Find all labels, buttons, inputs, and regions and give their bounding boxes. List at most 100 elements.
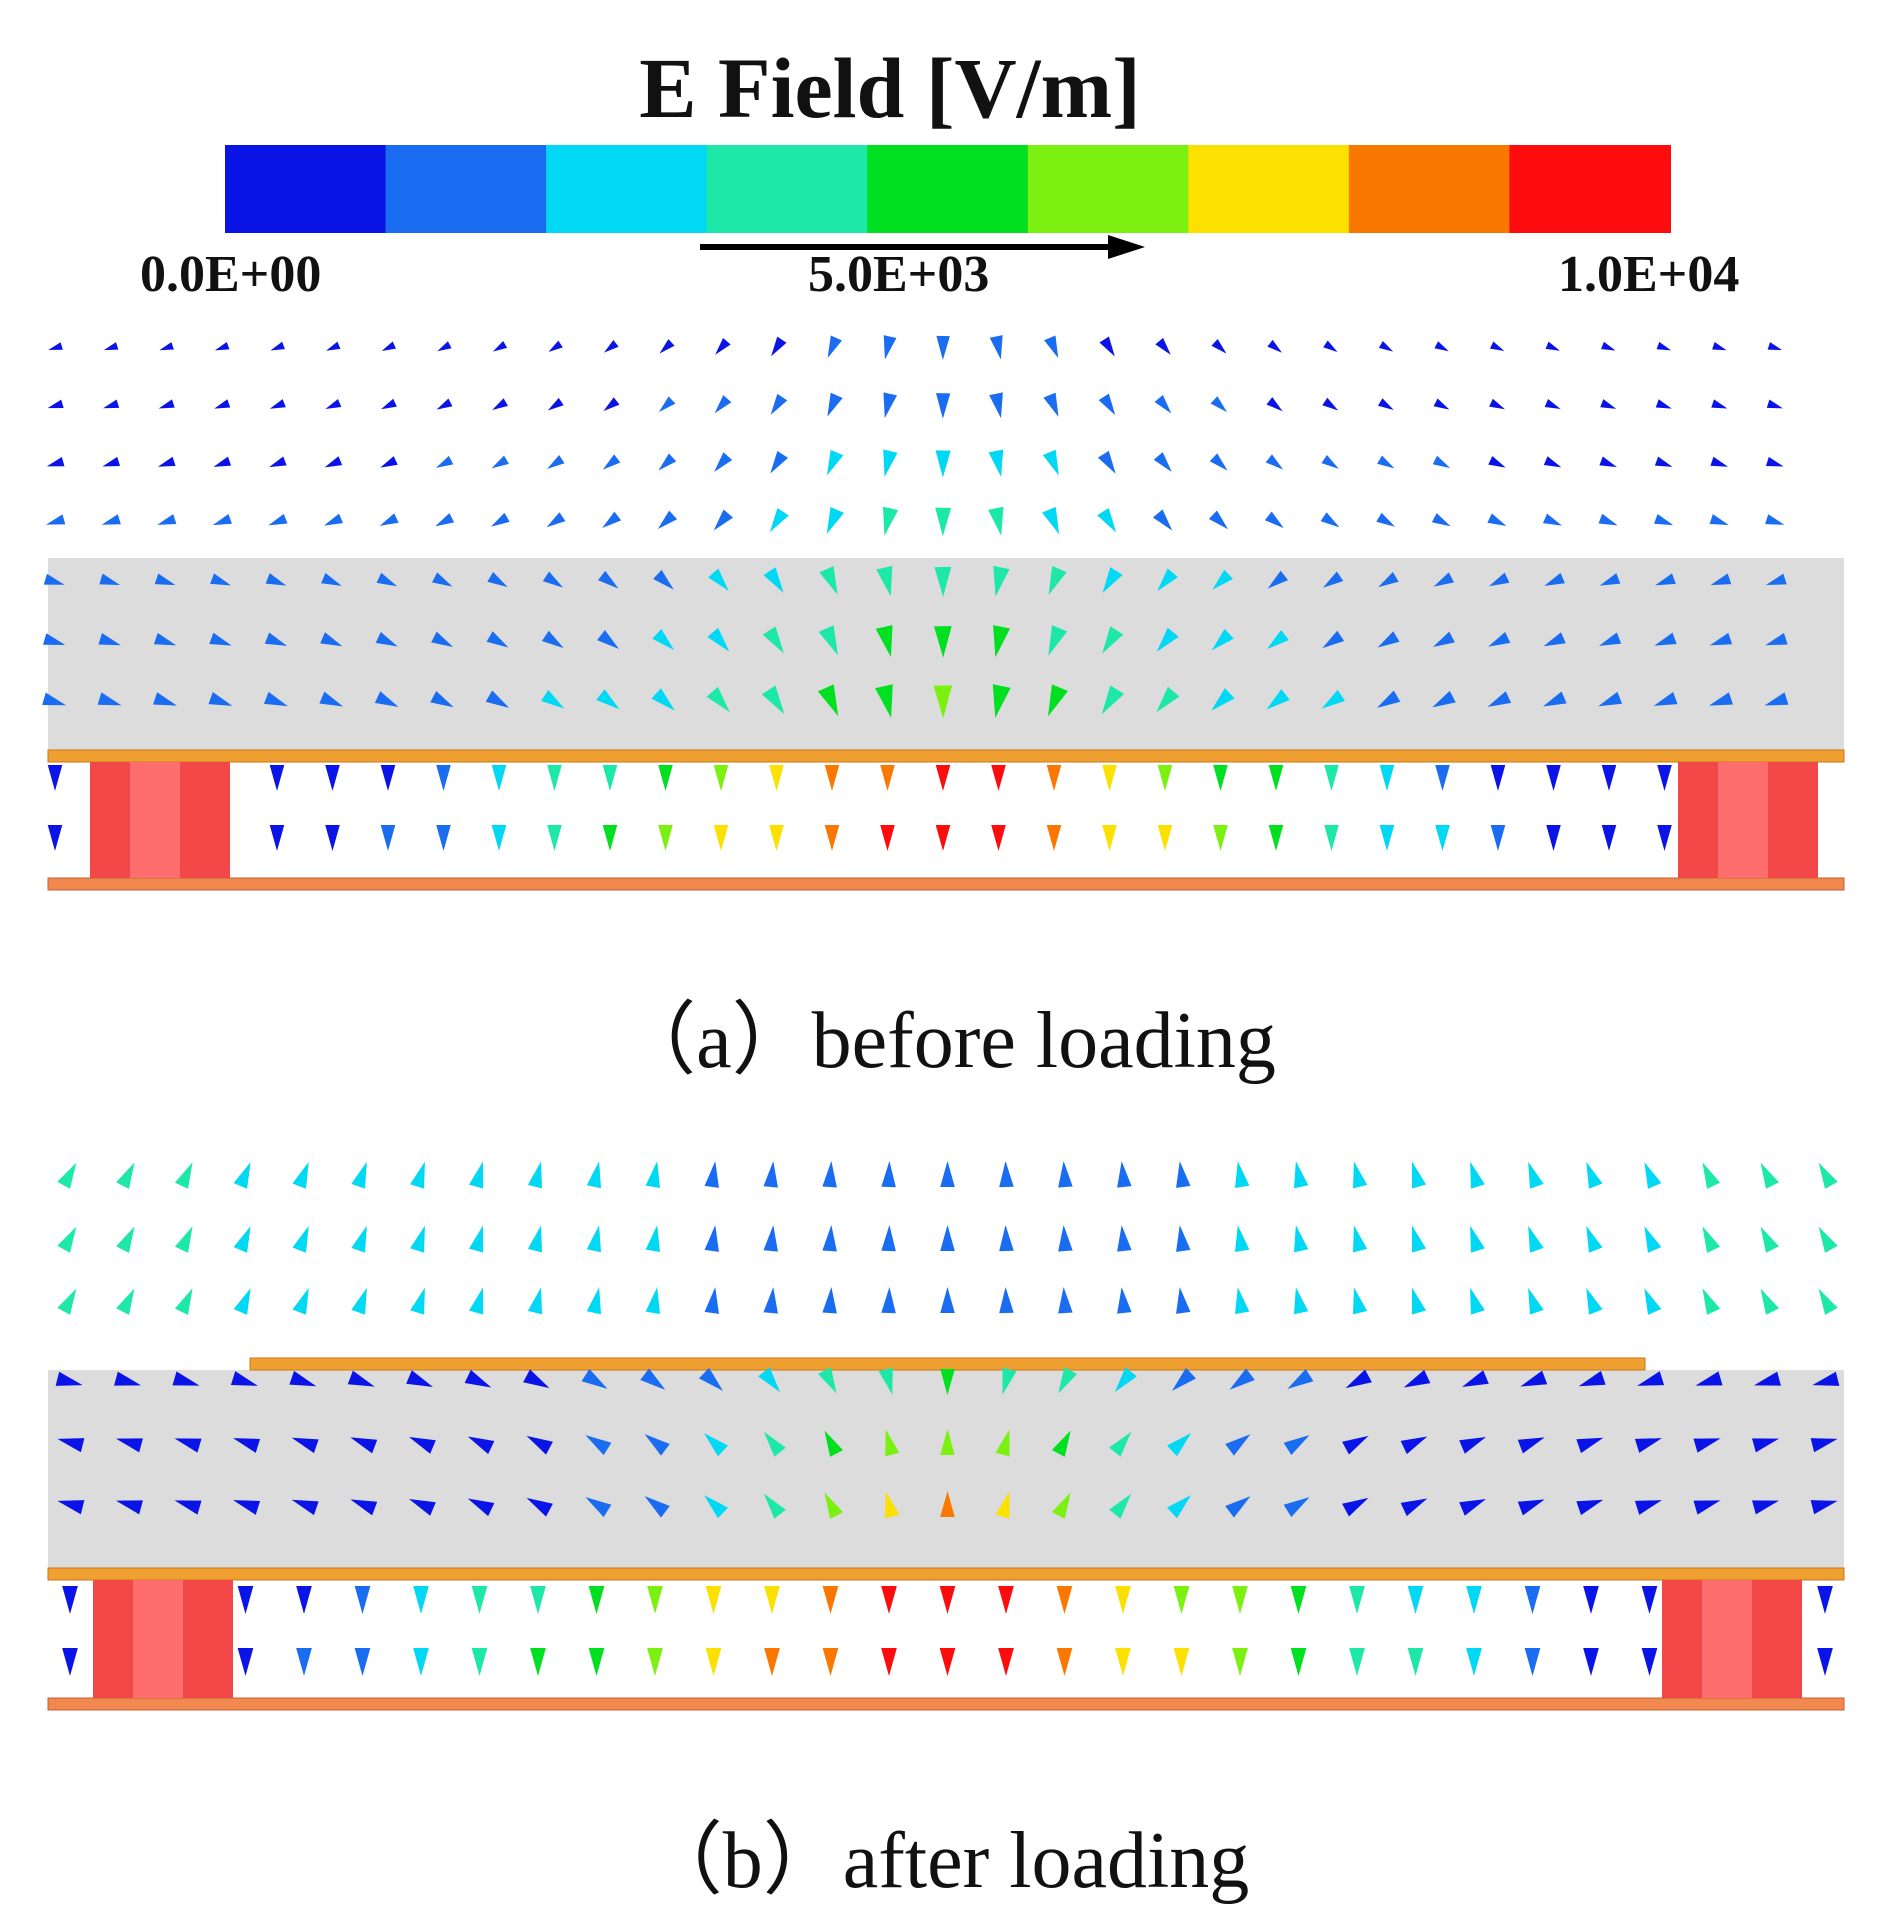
field-arrow [1489, 398, 1506, 410]
field-arrow [645, 1287, 660, 1315]
field-arrow [487, 572, 508, 588]
field-arrow [410, 1287, 425, 1315]
field-arrow [1176, 1225, 1191, 1252]
field-arrow [817, 684, 839, 717]
field-arrow [214, 399, 231, 409]
field-arrow [881, 1161, 896, 1188]
field-arrow [1517, 1437, 1545, 1454]
field-arrow [1528, 1225, 1544, 1253]
field-arrow [467, 1498, 495, 1517]
field-arrow [1379, 825, 1395, 851]
field-arrow [321, 572, 342, 586]
field-arrow [354, 1648, 371, 1676]
field-arrow [413, 1586, 429, 1614]
field-arrow [827, 449, 844, 476]
field-arrow [541, 689, 565, 709]
field-arrow [762, 626, 784, 654]
field-arrow [818, 1367, 837, 1394]
field-arrow [1644, 1288, 1662, 1315]
field-arrow [936, 393, 951, 419]
field-arrow [602, 454, 621, 470]
field-arrow [827, 335, 842, 358]
field-arrow [1212, 569, 1233, 590]
field-arrow [1542, 691, 1567, 707]
field-arrow [233, 1500, 261, 1515]
field-arrow [527, 1287, 543, 1315]
field-arrow [993, 625, 1011, 658]
field-arrow [602, 825, 618, 851]
field-arrow [326, 341, 341, 351]
field-arrow [704, 1225, 719, 1252]
field-arrow [1466, 1586, 1482, 1614]
field-arrow [527, 1225, 543, 1253]
field-arrow [1710, 573, 1732, 586]
field-arrow [548, 340, 563, 353]
field-arrow [1753, 1371, 1781, 1386]
field-arrow [1048, 625, 1068, 656]
field-arrow [704, 1433, 728, 1457]
field-arrow [1657, 825, 1672, 851]
field-arrow [116, 1288, 135, 1315]
field-arrow [1322, 571, 1344, 588]
field-arrow [1102, 567, 1123, 594]
field-arrow [233, 1288, 251, 1315]
field-arrow [596, 689, 620, 710]
field-arrow [1543, 456, 1562, 468]
field-arrow [822, 1225, 837, 1252]
field-arrow [1489, 341, 1505, 351]
field-arrow [1810, 1500, 1838, 1515]
field-arrow [933, 685, 953, 719]
field-arrow [939, 1586, 956, 1614]
field-arrow [1576, 1499, 1604, 1516]
field-arrow [645, 1161, 660, 1189]
field-arrow [296, 1586, 312, 1614]
field-arrow [940, 1491, 955, 1518]
field-arrow [174, 1500, 202, 1515]
field-arrow [603, 339, 619, 353]
field-arrow [1752, 1438, 1780, 1453]
field-arrow [1156, 686, 1180, 713]
field-arrow [154, 573, 176, 586]
field-arrow [1097, 450, 1116, 474]
field-arrow [763, 1493, 786, 1519]
field-arrow [713, 825, 729, 851]
field-arrow [885, 1429, 900, 1457]
field-arrow [375, 631, 398, 647]
field-arrow [1353, 1287, 1368, 1315]
field-arrow [1321, 454, 1339, 469]
field-arrow [62, 1586, 78, 1614]
field-arrow [1411, 1161, 1427, 1189]
field-arrow [1048, 684, 1068, 717]
field-arrow [1431, 513, 1451, 527]
field-arrow [588, 1648, 605, 1676]
field-arrow [1488, 631, 1511, 647]
pillar-highlight [133, 1580, 183, 1698]
field-arrow [1693, 1500, 1721, 1515]
field-arrow [116, 1226, 135, 1253]
field-arrow [1524, 1648, 1541, 1676]
field-arrow [1378, 571, 1399, 588]
field-arrow [1407, 1648, 1424, 1676]
field-arrow [374, 691, 399, 707]
field-arrow [597, 630, 619, 649]
field-arrow [547, 825, 562, 851]
field-arrow [354, 1586, 371, 1614]
field-arrow [542, 571, 564, 588]
field-arrow [1102, 825, 1117, 851]
field-arrow [647, 1586, 663, 1614]
field-arrow [826, 506, 845, 535]
field-arrow [485, 690, 510, 708]
field-arrow [769, 508, 789, 533]
field-arrow [770, 393, 788, 415]
field-arrow [651, 688, 675, 711]
field-arrow [208, 692, 233, 706]
field-arrow [319, 691, 344, 707]
field-arrow [1117, 1161, 1132, 1188]
field-arrow [705, 1648, 722, 1676]
field-arrow [1294, 1225, 1309, 1253]
field-arrow [602, 765, 618, 791]
field-arrow [875, 684, 893, 718]
field-arrow [209, 632, 232, 646]
field-arrow [1432, 455, 1451, 468]
field-arrow [174, 1162, 193, 1189]
